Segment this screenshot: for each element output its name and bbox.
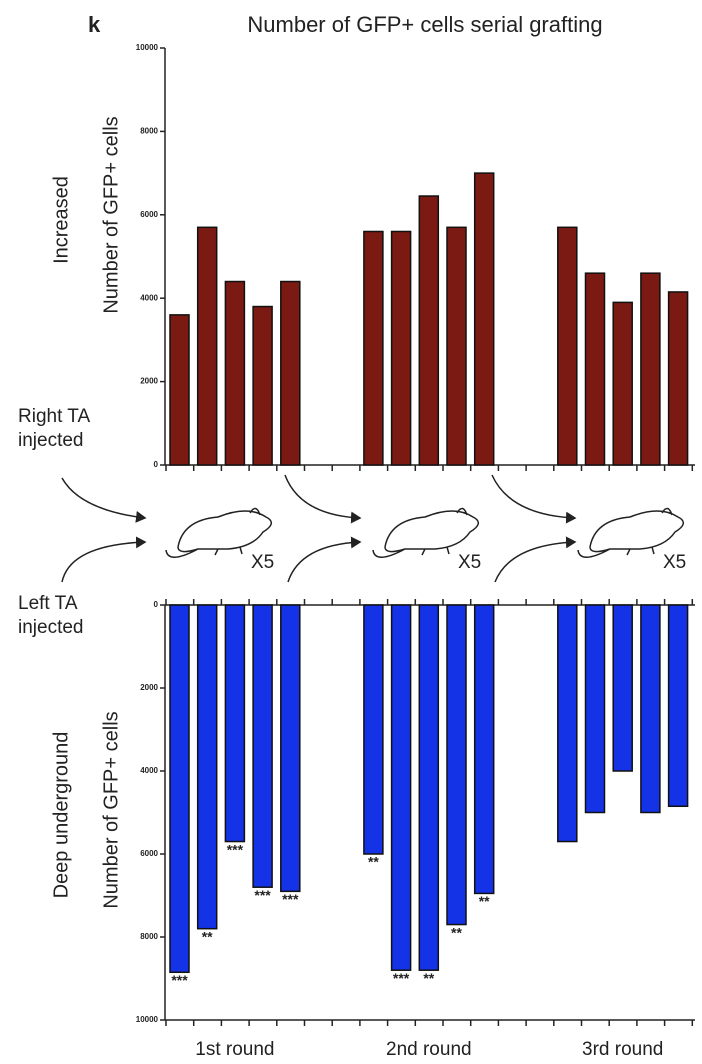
mice: X5 X5 X5 [165,507,686,573]
bar [252,604,273,888]
y-axis-label: Number of GFP+ cells [100,116,122,313]
bar [196,226,218,466]
bar [473,172,495,466]
bar [584,272,606,466]
bar [584,604,606,814]
y-tick-label: 6000 [140,849,158,858]
bar [612,604,633,772]
arrow [491,474,577,524]
y-tick-label: 0 [154,600,159,609]
bar [418,604,440,971]
bar [252,305,273,466]
chart-title: Number of GFP+ cells serial grafting [247,12,602,37]
injection-label: Right TA injected [18,406,90,451]
y-tick-label: 10000 [136,1015,159,1024]
side-label: Increased [50,176,72,264]
significance-label: *** [171,972,188,988]
significance-label: ** [202,928,213,944]
injection-label: Left TA injected [18,593,84,638]
significance-label: ** [451,924,462,940]
arrow [61,536,147,583]
bar [224,604,246,843]
y-tick-label: 10000 [136,43,159,52]
multiplier: X5 [251,552,274,573]
multiplier: X5 [458,552,481,573]
bar [667,604,689,808]
multiplier: X5 [663,552,686,573]
label-box: Left TA injected [18,593,84,638]
bar [446,226,467,466]
bar [612,301,633,466]
bar [473,604,495,895]
panel-label: k [88,12,101,37]
significance-label: ** [479,893,490,909]
bar [169,604,190,974]
arrow [494,536,577,583]
group-label: 1st round [195,1039,274,1060]
bar [446,604,467,926]
bar [557,604,578,843]
bar [667,291,689,466]
y-tick-label: 8000 [140,127,158,136]
y-tick-label: 6000 [140,210,158,219]
bar [363,230,384,466]
y-tick-label: 4000 [140,293,158,302]
y-tick-label: 8000 [140,932,158,941]
y-tick-label: 0 [154,460,159,469]
bar [640,604,661,814]
bar [224,280,246,466]
significance-label: *** [393,970,410,986]
bar [390,230,412,466]
bar [390,604,412,971]
arrow [284,474,362,524]
arrow [287,536,362,583]
mouse [577,507,684,558]
bar [280,280,301,466]
bar [196,604,218,930]
bar [418,195,440,466]
y-tick-label: 4000 [140,766,158,775]
arrows [61,474,577,583]
mouse [165,507,272,558]
significance-label: *** [282,891,299,907]
bar [169,314,190,466]
bar [363,604,384,855]
significance-label: *** [254,887,271,903]
group-label: 3rd round [582,1039,663,1060]
arrow [61,477,147,523]
y-axis-label: Number of GFP+ cells [100,711,122,908]
bar [557,226,578,466]
label-box: Right TA injected [18,406,90,451]
bar [640,272,661,466]
mouse [372,507,479,558]
significance-label: ** [423,970,434,986]
significance-label: *** [227,841,244,857]
side-label: Deep underground [50,732,72,899]
bar [280,604,301,893]
significance-label: ** [368,854,379,870]
group-label: 2nd round [386,1039,472,1060]
y-tick-label: 2000 [140,683,158,692]
y-tick-label: 2000 [140,377,158,386]
